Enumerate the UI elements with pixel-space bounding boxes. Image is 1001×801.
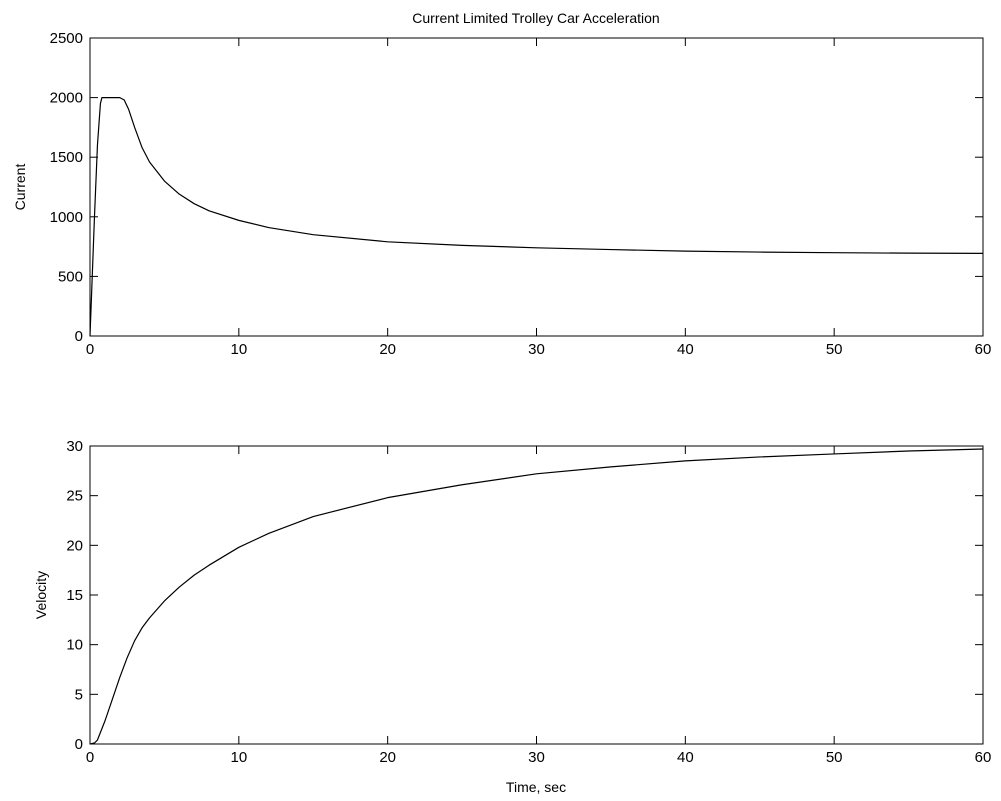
current-ytick-label: 1500 <box>50 149 83 166</box>
current-xtick-label: 40 <box>677 341 694 358</box>
velocity-ytick-label: 10 <box>66 637 83 654</box>
velocity-plot-series <box>89 448 984 745</box>
velocity-xtick-label: 60 <box>975 749 992 766</box>
velocity-xtick-label: 50 <box>826 749 843 766</box>
current-ytick-label: 500 <box>58 268 83 285</box>
current-ylabel: Current <box>12 164 28 211</box>
current-plot-series <box>89 96 984 337</box>
velocity-ytick-label: 20 <box>66 537 83 554</box>
velocity-series-line <box>89 448 984 745</box>
velocity-xtick-label: 30 <box>528 749 545 766</box>
current-plot: 0 10 20 30 40 50 60 0 500 1000 1500 2000 2500 Curren… <box>12 30 991 358</box>
current-ytick-label: 0 <box>75 328 83 345</box>
current-ytick-label: 2500 <box>50 30 83 47</box>
current-xtick-label: 60 <box>975 341 992 358</box>
current-ytick-label: 1000 <box>50 209 83 226</box>
velocity-xtick-label: 40 <box>677 749 694 766</box>
current-xtick-label: 50 <box>826 341 843 358</box>
velocity-ytick-label: 25 <box>66 488 83 505</box>
velocity-ytick-label: 15 <box>66 587 83 604</box>
current-plot-ticks: 0 10 20 30 40 50 60 0 500 1000 1500 2000 2500 <box>50 30 992 358</box>
velocity-ylabel: Velocity <box>33 571 49 619</box>
velocity-xtick-label: 10 <box>230 749 247 766</box>
velocity-xtick-label: 0 <box>86 749 94 766</box>
velocity-plot: 0 10 20 30 40 50 60 0 5 10 15 20 25 30 Velocity Time,… <box>33 438 991 795</box>
current-xtick-label: 20 <box>379 341 396 358</box>
velocity-xlabel: Time, sec <box>506 779 566 795</box>
velocity-xtick-label: 20 <box>379 749 396 766</box>
current-xtick-label: 0 <box>86 341 94 358</box>
velocity-ytick-label: 5 <box>75 686 83 703</box>
current-xtick-label: 30 <box>528 341 545 358</box>
velocity-ytick-label: 30 <box>66 438 83 455</box>
current-ytick-label: 2000 <box>50 90 83 107</box>
velocity-ytick-label: 0 <box>75 736 83 753</box>
velocity-plot-ticks: 0 10 20 30 40 50 60 0 5 10 15 20 25 30 <box>66 438 991 766</box>
chart-title: Current Limited Trolley Car Acceleration <box>412 10 659 26</box>
current-series-line <box>89 96 984 337</box>
current-xtick-label: 10 <box>230 341 247 358</box>
